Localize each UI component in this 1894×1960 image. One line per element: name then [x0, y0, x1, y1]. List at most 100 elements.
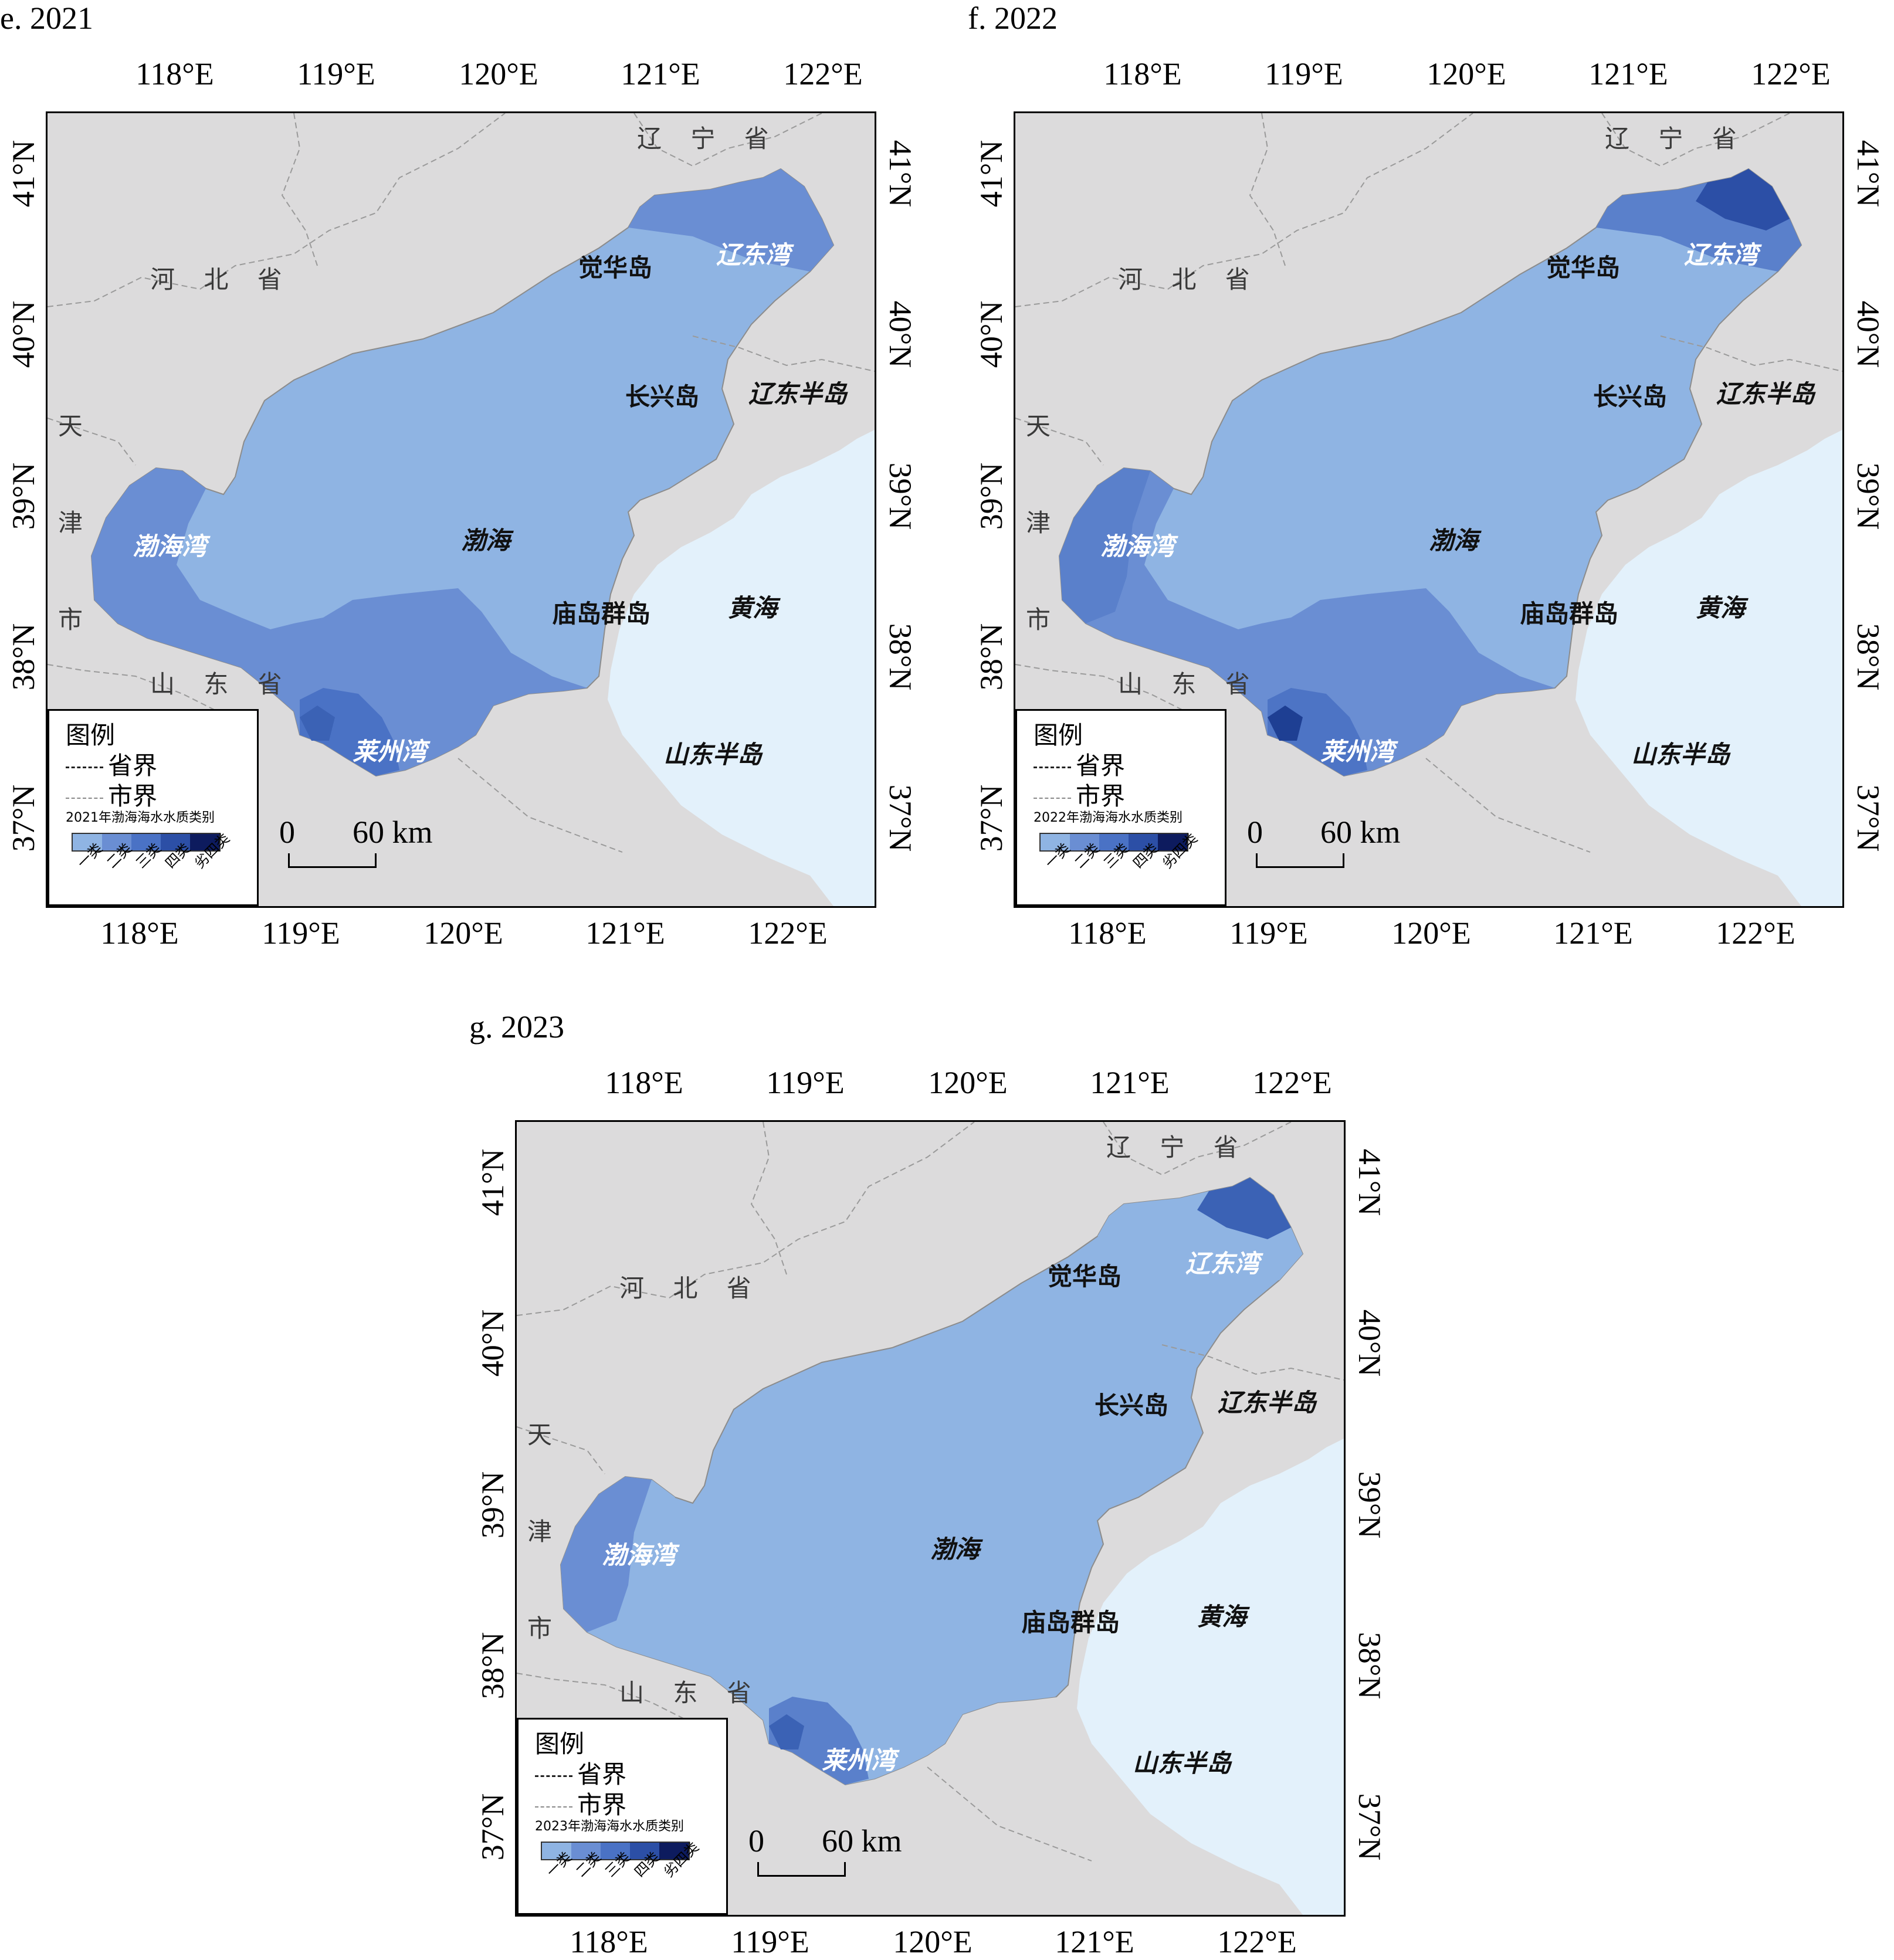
- lon-label-bottom: 121°E: [1055, 1924, 1134, 1959]
- legend-swatch: [1099, 834, 1129, 850]
- legend-province-label: 省界: [108, 751, 158, 780]
- scale-zero: 0: [279, 815, 295, 850]
- place-label-tian: 天: [527, 1420, 563, 1449]
- scale-value: 60 km: [1320, 815, 1401, 850]
- legend-title: 图例: [66, 721, 116, 750]
- place-label-miaodao: 庙岛群岛: [1021, 1608, 1120, 1637]
- lon-label-bottom: 120°E: [1391, 915, 1471, 951]
- place-label-hebei: 河 北 省: [150, 265, 293, 294]
- lon-label-top: 120°E: [928, 1065, 1008, 1100]
- place-label-bohai: 渤海: [930, 1535, 980, 1564]
- dashdot-line-icon: [66, 797, 103, 799]
- legend-province-border: 省界: [535, 1755, 626, 1791]
- place-label-shandong-pen: 山东半岛: [1631, 740, 1730, 769]
- lat-label-left: 40°N: [475, 1309, 510, 1377]
- lat-label-right: 40°N: [1851, 300, 1886, 368]
- admin-borders: [48, 113, 875, 853]
- place-label-bohai-bay: 渤海湾: [1100, 532, 1175, 561]
- bohai-sea: [560, 1176, 1304, 1786]
- place-label-bohai: 渤海: [1429, 526, 1479, 555]
- laizhou-bay-zone: [300, 688, 399, 776]
- lat-label-left: 38°N: [974, 623, 1009, 691]
- dash-line-icon: [1034, 767, 1071, 768]
- lat-label-right: 41°N: [1851, 140, 1886, 208]
- dashdot-line-icon: [535, 1806, 572, 1808]
- place-label-juehua: 觉华岛: [578, 253, 653, 282]
- place-label-jin: 津: [527, 1517, 563, 1546]
- lon-label-top: 122°E: [1751, 56, 1831, 91]
- lat-label-left: 38°N: [6, 623, 41, 691]
- lon-label-bottom: 119°E: [262, 915, 340, 951]
- place-label-bohai-bay: 渤海湾: [133, 532, 207, 561]
- scale-zero: 0: [1247, 815, 1263, 850]
- legend-swatches: [541, 1842, 690, 1860]
- lat-label-left: 38°N: [475, 1632, 510, 1700]
- lon-label-bottom: 121°E: [1553, 915, 1633, 951]
- legend-swatch: [542, 1843, 571, 1859]
- south-water-zone: [92, 468, 587, 776]
- legend-subtitle: 2021年渤海海水水质类别: [66, 811, 215, 825]
- city-border-line: [927, 1766, 1092, 1861]
- province-border-line: [517, 1122, 975, 1316]
- province-border-line: [48, 664, 218, 712]
- laizhou-bay-core: [1268, 706, 1303, 741]
- liaodong-bay-core: [728, 169, 822, 230]
- dashdot-line-icon: [1034, 797, 1071, 799]
- lat-label-left: 41°N: [974, 140, 1009, 208]
- legend-city-label: 市界: [108, 782, 158, 811]
- bohai-map: [48, 113, 875, 906]
- lon-label-top: 121°E: [1090, 1065, 1170, 1100]
- map-frame: 辽 宁 省河 北 省山 东 省 天津市 觉华岛 长兴岛 辽东半岛 辽东湾 渤海湾 渤海 庙岛群岛…: [1014, 111, 1844, 908]
- place-label-bohai: 渤海: [461, 526, 511, 555]
- lat-label-right: 37°N: [1851, 784, 1886, 852]
- place-label-hebei: 河 北 省: [619, 1274, 762, 1303]
- panel-title: f. 2022: [968, 1, 1058, 36]
- legend-swatch: [73, 834, 102, 850]
- place-label-laizhou-bay: 莱州湾: [1320, 737, 1395, 766]
- lon-label-top: 119°E: [766, 1065, 845, 1100]
- legend-city-border: 市界: [1034, 776, 1125, 812]
- lon-label-bottom: 118°E: [570, 1924, 648, 1959]
- place-label-laizhou-bay: 莱州湾: [822, 1746, 896, 1775]
- lon-label-top: 119°E: [297, 56, 375, 91]
- lon-label-bottom: 119°E: [731, 1924, 809, 1959]
- lat-label-right: 37°N: [1352, 1793, 1387, 1861]
- province-border-line: [517, 1673, 687, 1721]
- liaodong-bay-core: [1696, 169, 1790, 230]
- legend-swatch: [1129, 834, 1158, 850]
- lon-label-bottom: 122°E: [1217, 1924, 1297, 1959]
- lat-label-left: 37°N: [974, 784, 1009, 852]
- city-border-line: [48, 418, 136, 466]
- province-border-line: [48, 113, 506, 307]
- scale-zero: 0: [748, 1823, 764, 1859]
- place-label-shandong-pen: 山东半岛: [1133, 1749, 1232, 1778]
- city-border-line: [1161, 1344, 1344, 1381]
- city-border-line: [1015, 418, 1104, 466]
- legend-title: 图例: [535, 1730, 585, 1758]
- liaodong-bay-core: [1197, 1178, 1291, 1239]
- bohai-bay-zone: [92, 468, 182, 623]
- city-border-line: [1660, 335, 1842, 372]
- scale-value: 60 km: [353, 815, 433, 850]
- place-label-liaodong-bay: 辽东湾: [716, 240, 791, 269]
- laizhou-bay-zone: [1268, 688, 1367, 776]
- province-border-line: [281, 113, 318, 266]
- place-label-huanghai: 黄海: [1197, 1602, 1247, 1631]
- place-label-hebei: 河 北 省: [1118, 265, 1261, 294]
- place-label-shi: 市: [58, 605, 94, 634]
- dash-line-icon: [535, 1775, 572, 1777]
- legend-title: 图例: [1034, 721, 1083, 750]
- map-frame: 辽 宁 省河 北 省山 东 省 天津市 觉华岛 长兴岛 辽东半岛 辽东湾 渤海湾 渤海 庙岛群岛…: [515, 1120, 1346, 1917]
- panel-title: e. 2021: [0, 1, 93, 36]
- place-label-shi: 市: [1026, 605, 1062, 634]
- place-label-liaodong-bay: 辽东湾: [1185, 1249, 1260, 1278]
- dash-line-icon: [66, 767, 103, 768]
- admin-borders: [517, 1122, 1344, 1861]
- place-label-liaoning: 辽 宁 省: [1106, 1133, 1249, 1162]
- lon-label-top: 118°E: [1103, 56, 1182, 91]
- place-label-laizhou-bay: 莱州湾: [353, 737, 427, 766]
- lon-label-bottom: 119°E: [1229, 915, 1308, 951]
- bohai-sea: [90, 168, 835, 777]
- place-label-shandong: 山 东 省: [1118, 670, 1261, 698]
- lat-label-left: 37°N: [475, 1793, 510, 1861]
